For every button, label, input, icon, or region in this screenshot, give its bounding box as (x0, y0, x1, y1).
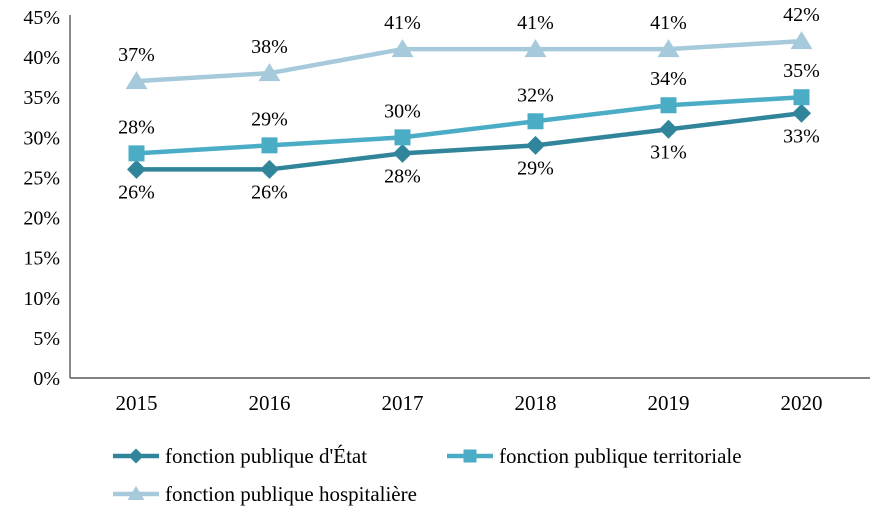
svg-text:26%: 26% (251, 181, 288, 203)
triangle-marker (657, 39, 680, 58)
svg-text:30%: 30% (384, 100, 421, 122)
diamond-marker (659, 119, 678, 139)
svg-text:31%: 31% (650, 141, 687, 163)
series-line-2 (136, 38, 802, 84)
svg-text:35%: 35% (783, 60, 820, 82)
x-axis-tick-labels: 2015 2016 2017 2018 2019 2020 (116, 391, 823, 415)
svg-text:28%: 28% (384, 165, 421, 187)
svg-text:33%: 33% (783, 125, 820, 147)
svg-text:41%: 41% (384, 12, 421, 34)
svg-text:29%: 29% (251, 108, 288, 130)
legend-item-fonction-publique-territoriale: fonction publique territoriale (446, 444, 780, 469)
legend-item-fonction-publique-hospitaliere: fonction publique hospitalière (112, 482, 446, 507)
svg-text:0%: 0% (33, 368, 60, 390)
svg-text:10%: 10% (23, 288, 60, 310)
y-axis-tick-labels: 0% 5% 10% 15% 20% 25% 30% 35% 40% 45% (23, 7, 60, 390)
diamond-marker (128, 448, 144, 464)
series-line-1 (136, 94, 802, 156)
svg-text:29%: 29% (517, 157, 554, 179)
legend-row-1: fonction publique d'État fonction publiq… (112, 437, 887, 475)
square-marker (463, 449, 477, 463)
diamond-marker (260, 159, 279, 179)
svg-text:2015: 2015 (116, 391, 158, 415)
triangle-marker (125, 71, 148, 90)
svg-text:37%: 37% (118, 44, 155, 66)
square-marker (793, 89, 810, 106)
series-0: 26% 26% 28% 29% 31% 33% (118, 103, 820, 203)
svg-text:2020: 2020 (781, 391, 823, 415)
svg-text:41%: 41% (650, 12, 687, 34)
square-marker (660, 97, 677, 114)
svg-text:38%: 38% (251, 36, 288, 58)
diamond-marker (792, 103, 811, 123)
triangle-marker (258, 63, 281, 82)
square-line-marker-icon (446, 446, 494, 466)
legend-label-territoriale: fonction publique territoriale (499, 443, 742, 468)
triangle-marker (391, 39, 414, 58)
svg-text:34%: 34% (650, 68, 687, 90)
axis-lines (69, 15, 870, 379)
diamond-marker (526, 135, 545, 155)
svg-text:5%: 5% (33, 328, 60, 350)
svg-text:2018: 2018 (515, 391, 557, 415)
square-marker (128, 145, 145, 162)
svg-text:25%: 25% (23, 167, 60, 189)
svg-text:2016: 2016 (249, 391, 291, 415)
svg-text:40%: 40% (23, 47, 60, 69)
triangle-marker (127, 486, 145, 500)
legend: fonction publique d'État fonction publiq… (112, 437, 887, 513)
plot-area: 0% 5% 10% 15% 20% 25% 30% 35% 40% 45% 2015 2016 2017… (23, 4, 870, 415)
svg-text:2017: 2017 (382, 391, 424, 415)
diamond-marker (127, 159, 146, 179)
svg-text:2019: 2019 (648, 391, 690, 415)
svg-text:20%: 20% (23, 208, 60, 230)
svg-text:35%: 35% (23, 87, 60, 109)
svg-text:26%: 26% (118, 181, 155, 203)
legend-item-fonction-publique-etat: fonction publique d'État (112, 444, 446, 469)
svg-text:28%: 28% (118, 116, 155, 138)
svg-text:30%: 30% (23, 127, 60, 149)
diamond-line-marker-icon (112, 446, 160, 466)
svg-text:41%: 41% (517, 12, 554, 34)
series-1: 28% 29% 30% 32% 34% 35% (118, 60, 820, 162)
triangle-marker (790, 31, 813, 50)
square-marker (261, 137, 278, 154)
square-marker (527, 113, 544, 130)
series-2: 37% 38% 41% 41% 41% 42% (118, 4, 820, 90)
legend-row-2: fonction publique hospitalière (112, 475, 887, 513)
diamond-marker (393, 143, 412, 163)
square-marker (394, 129, 411, 146)
svg-text:45%: 45% (23, 7, 60, 29)
svg-text:15%: 15% (23, 248, 60, 270)
legend-label-etat: fonction publique d'État (165, 443, 368, 468)
series-line-0 (136, 111, 802, 172)
legend-label-hospitaliere: fonction publique hospitalière (165, 481, 417, 506)
svg-text:32%: 32% (517, 84, 554, 106)
triangle-line-marker-icon (112, 484, 160, 504)
triangle-marker (524, 39, 547, 58)
svg-text:42%: 42% (783, 4, 820, 26)
